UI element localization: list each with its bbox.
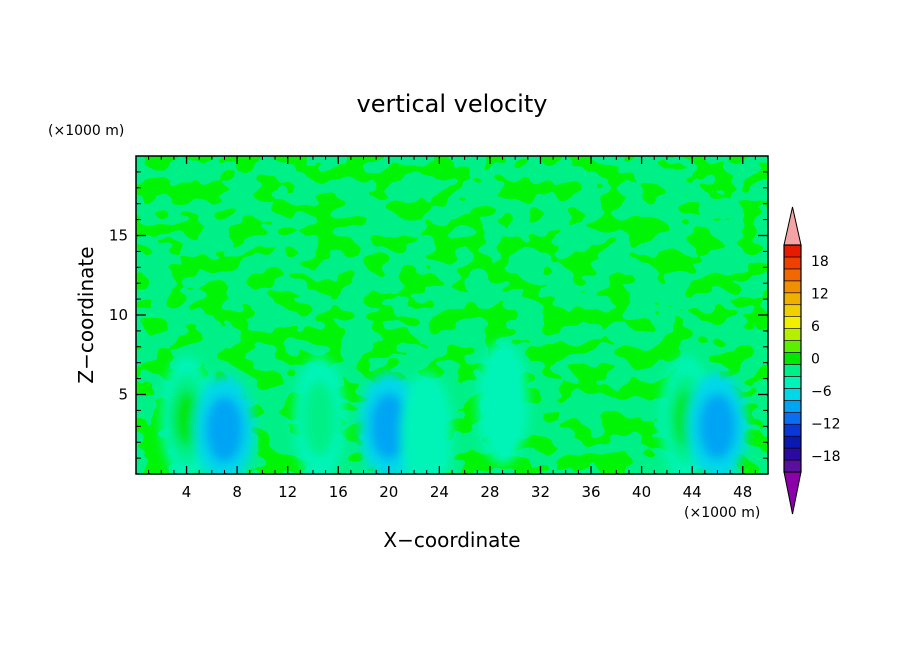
y-tick-label: 5 (118, 386, 128, 404)
x-tick-label: 44 (683, 483, 702, 501)
x-tick-label: 12 (278, 483, 297, 501)
x-tick-label: 36 (581, 483, 600, 501)
x-tick-label: 20 (379, 483, 398, 501)
colorbar-swatch (783, 400, 802, 413)
colorbar-extend-low (783, 471, 802, 515)
colorbar-swatch (783, 268, 802, 282)
colorbar-tick-label: 12 (811, 287, 829, 303)
contour-level (302, 380, 336, 457)
colorbar-swatch (783, 280, 802, 294)
contour-level (476, 340, 529, 465)
feature-downdraft (687, 372, 748, 474)
colorbar-swatch (783, 376, 802, 389)
chart-title: vertical velocity (357, 90, 548, 118)
feature-updraft (476, 340, 529, 465)
colorbar: 18 12 6 0 −6 −12 −18 (783, 206, 841, 515)
feature-downdraft (194, 375, 255, 474)
colorbar-swatch (783, 244, 802, 258)
contour-features (160, 340, 748, 474)
colorbar-swatch (783, 316, 802, 329)
x-tick-label: 4 (182, 483, 192, 501)
colorbar-swatch (783, 340, 802, 353)
colorbar-swatch (783, 447, 802, 461)
colorbar-swatch (783, 423, 802, 437)
colorbar-frame (783, 244, 802, 473)
colorbar-tick-label: −6 (811, 384, 832, 400)
colorbar-swatch (783, 435, 802, 449)
x-tick-label: 16 (329, 483, 348, 501)
colorbar-swatch (783, 328, 802, 341)
contour-level (205, 396, 244, 463)
colorbar-swatch (783, 364, 802, 377)
y-unit-label: (×1000 m) (48, 123, 124, 139)
contour-level (400, 372, 453, 474)
colorbar-swatch (783, 459, 802, 473)
x-tick-label: 28 (480, 483, 499, 501)
colorbar-swatch (783, 304, 802, 317)
colorbar-swatch (783, 388, 802, 401)
colorbar-tick-label: 18 (811, 254, 829, 270)
colorbar-tick-label: −18 (811, 449, 841, 465)
x-tick-label: 8 (232, 483, 242, 501)
y-tick-label: 10 (109, 306, 128, 324)
y-axis-ticks: 5 10 15 (109, 171, 768, 459)
x-unit-label: (×1000 m) (684, 505, 760, 521)
colorbar-swatch (783, 411, 802, 425)
x-axis-ticks: 4 8 12 16 20 24 28 32 36 40 44 48 (148, 156, 756, 501)
colorbar-tick-label: 6 (811, 319, 820, 335)
colorbar-swatch (783, 352, 802, 365)
colorbar-tick-label: 0 (811, 352, 820, 368)
x-tick-label: 48 (733, 483, 752, 501)
contour-level (698, 393, 737, 460)
colorbar-extend-high (783, 206, 802, 246)
x-axis-label: X−coordinate (383, 528, 520, 552)
contour-level (173, 390, 200, 447)
y-axis-label: Z−coordinate (74, 246, 98, 383)
x-tick-label: 40 (632, 483, 651, 501)
colorbar-swatch (783, 292, 802, 306)
y-tick-label: 15 (109, 227, 128, 245)
feature-updraft (293, 356, 346, 474)
colorbar-tick-label: −12 (811, 416, 841, 432)
contour-level (370, 393, 408, 460)
x-tick-label: 32 (531, 483, 550, 501)
colorbar-swatch (783, 256, 802, 270)
x-tick-label: 24 (430, 483, 449, 501)
feature-updraft (400, 372, 453, 474)
